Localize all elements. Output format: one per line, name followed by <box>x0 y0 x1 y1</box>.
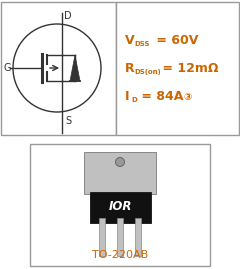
Text: I: I <box>125 90 130 104</box>
Text: DSS: DSS <box>134 41 149 47</box>
Text: DS(on): DS(on) <box>134 69 161 75</box>
Bar <box>1 2 116 135</box>
Bar <box>84 152 156 194</box>
Bar <box>30 144 210 266</box>
Text: G: G <box>4 63 12 73</box>
FancyBboxPatch shape <box>90 192 150 222</box>
Bar <box>135 218 141 256</box>
Circle shape <box>115 158 125 167</box>
Text: V: V <box>125 34 135 48</box>
Text: = 12mΩ: = 12mΩ <box>158 62 218 76</box>
Text: D: D <box>64 11 72 21</box>
Polygon shape <box>70 55 80 81</box>
Text: R: R <box>125 62 135 76</box>
Text: TO-220AB: TO-220AB <box>92 250 148 260</box>
Text: S: S <box>65 116 71 126</box>
Text: = 84A: = 84A <box>137 90 183 104</box>
Text: ③: ③ <box>183 92 191 102</box>
Bar <box>116 2 239 135</box>
Text: D: D <box>131 97 137 103</box>
Bar <box>117 218 123 256</box>
Text: = 60V: = 60V <box>152 34 198 48</box>
Text: IOR: IOR <box>108 200 132 214</box>
Bar <box>99 218 105 256</box>
